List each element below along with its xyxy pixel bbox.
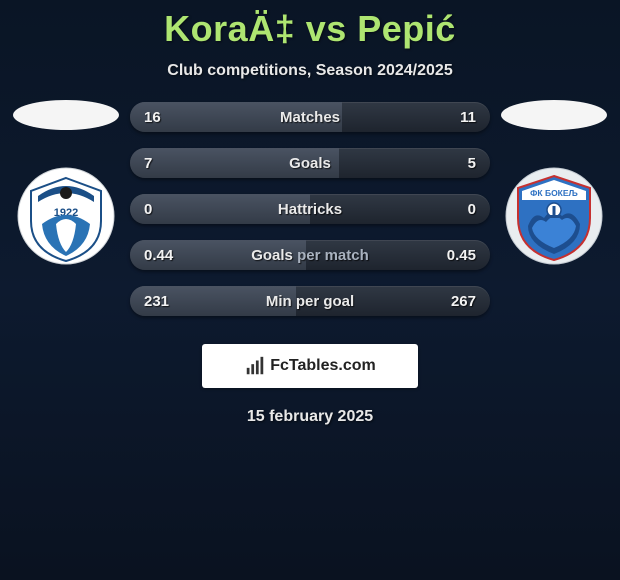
left-player-avatar-placeholder	[13, 100, 119, 130]
stat-row-hattricks: 0 Hattricks 0	[130, 194, 490, 224]
subtitle: Club competitions, Season 2024/2025	[0, 62, 620, 80]
right-badge-text: ФК БОКЕЉ	[530, 188, 578, 198]
stat-right-value: 5	[468, 155, 476, 172]
stat-right-value: 0.45	[447, 247, 476, 264]
stat-label: Matches	[280, 109, 340, 126]
stat-left-value: 0	[144, 201, 152, 218]
left-player-column: 1922	[6, 102, 126, 316]
stat-row-min-per-goal: 231 Min per goal 267	[130, 286, 490, 316]
stat-label: Goals per match	[251, 247, 369, 264]
stat-row-goals-per-match: 0.44 Goals per match 0.45	[130, 240, 490, 270]
stat-left-value: 16	[144, 109, 161, 126]
stat-row-matches: 16 Matches 11	[130, 102, 490, 132]
stat-right-value: 11	[460, 109, 476, 126]
left-team-badge: 1922	[16, 166, 116, 266]
stat-left-value: 231	[144, 293, 169, 310]
stat-right-value: 267	[451, 293, 476, 310]
brand-link[interactable]: FcTables.com	[202, 344, 418, 388]
stats-column: 16 Matches 11 7 Goals 5 0 Hattricks 0 0.…	[126, 102, 494, 316]
brand-text: FcTables.com	[270, 357, 376, 375]
right-player-avatar-placeholder	[501, 100, 607, 130]
date-text: 15 february 2025	[0, 408, 620, 426]
page-title: KoraÄ‡ vs Pepić	[0, 0, 620, 50]
stat-left-value: 7	[144, 155, 152, 172]
stat-left-value: 0.44	[144, 247, 173, 264]
stat-label: Hattricks	[278, 201, 342, 218]
right-team-badge: ФК БОКЕЉ	[504, 166, 604, 266]
stat-row-goals: 7 Goals 5	[130, 148, 490, 178]
stat-label: Min per goal	[266, 293, 354, 310]
right-player-column: ФК БОКЕЉ	[494, 102, 614, 316]
stat-label: Goals	[289, 155, 331, 172]
comparison-container: 1922 16 Matches 11 7 Goals 5 0 Hattricks…	[0, 102, 620, 316]
stat-right-value: 0	[468, 201, 476, 218]
chart-icon	[244, 355, 266, 377]
